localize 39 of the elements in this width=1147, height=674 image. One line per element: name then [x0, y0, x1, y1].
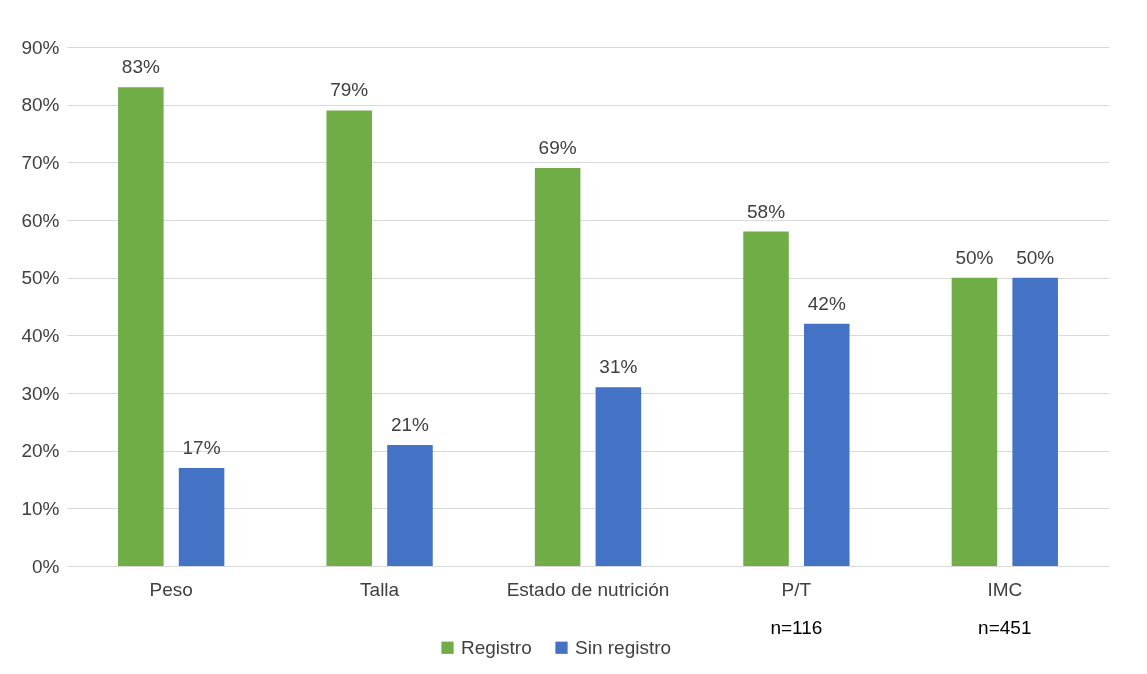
data-label: 58% — [747, 200, 786, 222]
data-label: 31% — [599, 356, 638, 378]
bar — [595, 387, 642, 566]
bar — [1012, 277, 1058, 566]
y-tick-label: 20% — [21, 440, 60, 462]
x-tick-label: Talla — [360, 578, 400, 600]
y-tick-label: 0% — [32, 555, 60, 577]
y-tick-label: 60% — [21, 209, 60, 231]
bar — [178, 467, 225, 566]
data-label: 50% — [1016, 246, 1055, 268]
legend-label: Sin registro — [575, 636, 672, 658]
data-label: 79% — [330, 79, 369, 101]
bar — [326, 110, 373, 566]
y-tick-label: 70% — [21, 151, 60, 173]
legend-label: Registro — [461, 636, 532, 658]
data-label: 83% — [121, 56, 160, 78]
x-tick-label: Peso — [149, 578, 193, 600]
text: n=451 — [978, 617, 1032, 638]
x-tick-label: IMC — [987, 578, 1023, 600]
y-tick-label: 10% — [21, 497, 60, 519]
x-tick-label: Estado de nutrición — [506, 578, 670, 600]
data-label: 17% — [182, 436, 221, 458]
data-label: 69% — [538, 137, 577, 159]
bar — [534, 168, 581, 566]
data-label: 50% — [955, 246, 994, 268]
text: n=116 — [770, 617, 823, 638]
bar — [118, 87, 164, 566]
bar — [387, 444, 433, 566]
bar — [951, 277, 998, 566]
bar — [743, 231, 789, 566]
data-label: 21% — [390, 413, 430, 435]
y-tick-label: 30% — [21, 382, 60, 404]
bar — [803, 323, 850, 566]
y-tick-label: 50% — [21, 267, 60, 289]
x-tick-label: P/T — [781, 578, 812, 600]
y-tick-label: 40% — [21, 324, 60, 346]
data-label: 42% — [807, 292, 846, 314]
y-tick-label: 80% — [21, 94, 60, 116]
y-tick-label: 90% — [21, 36, 60, 58]
